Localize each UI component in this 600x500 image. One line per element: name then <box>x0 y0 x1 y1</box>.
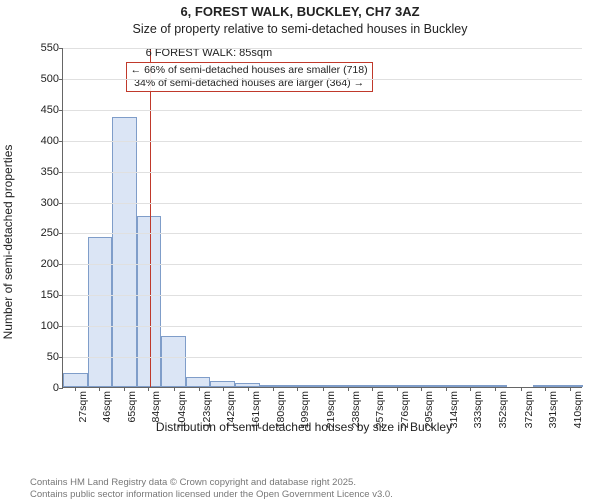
y-axis-label: Number of semi-detached properties <box>1 145 15 340</box>
annotation-line-smaller: ← 66% of semi-detached houses are smalle… <box>131 64 368 77</box>
ytick-label: 350 <box>41 166 63 178</box>
reference-line <box>150 48 151 387</box>
annotation-box: ← 66% of semi-detached houses are smalle… <box>126 62 373 92</box>
xtick-mark <box>372 387 373 391</box>
gridline <box>63 141 582 142</box>
gridline <box>63 326 582 327</box>
ytick-label: 0 <box>53 382 63 394</box>
xtick-mark <box>248 387 249 391</box>
gridline <box>63 264 582 265</box>
xtick-label: 65sqm <box>126 391 138 423</box>
xtick-mark <box>521 387 522 391</box>
gridline <box>63 110 582 111</box>
page-title: 6, FOREST WALK, BUCKLEY, CH7 3AZ <box>0 4 600 21</box>
histogram-bar <box>161 336 186 387</box>
histogram-bar <box>88 237 113 387</box>
xtick-mark <box>199 387 200 391</box>
gridline <box>63 233 582 234</box>
histogram-bar <box>112 117 137 387</box>
xtick-mark <box>75 387 76 391</box>
histogram-bar <box>186 377 211 387</box>
histogram-bar <box>309 385 335 387</box>
histogram-bar <box>63 373 88 387</box>
xtick-mark <box>323 387 324 391</box>
ytick-label: 550 <box>41 42 63 54</box>
xtick-mark <box>397 387 398 391</box>
ytick-label: 200 <box>41 258 63 270</box>
xtick-mark <box>124 387 125 391</box>
gridline <box>63 172 582 173</box>
gridline <box>63 79 582 80</box>
footer-line-1: Contains HM Land Registry data © Crown c… <box>30 477 393 488</box>
ytick-label: 400 <box>41 135 63 147</box>
xtick-label: 84sqm <box>150 391 162 423</box>
footer-attribution: Contains HM Land Registry data © Crown c… <box>30 477 393 500</box>
gridline <box>63 203 582 204</box>
x-axis-label: Distribution of semi-detached houses by … <box>14 420 594 434</box>
ytick-label: 100 <box>41 320 63 332</box>
xtick-mark <box>495 387 496 391</box>
xtick-mark <box>273 387 274 391</box>
bars-layer <box>63 48 582 387</box>
xtick-mark <box>297 387 298 391</box>
gridline <box>63 48 582 49</box>
gridline <box>63 295 582 296</box>
xtick-mark <box>570 387 571 391</box>
ytick-label: 250 <box>41 227 63 239</box>
xtick-label: 27sqm <box>77 391 89 423</box>
plot-area: 6 FOREST WALK: 85sqm ← 66% of semi-detac… <box>62 48 582 388</box>
xtick-mark <box>446 387 447 391</box>
xtick-mark <box>348 387 349 391</box>
footer-line-2: Contains public sector information licen… <box>30 489 393 500</box>
xtick-label: 46sqm <box>101 391 113 423</box>
ytick-label: 300 <box>41 197 63 209</box>
ytick-label: 500 <box>41 73 63 85</box>
ytick-label: 50 <box>47 351 63 363</box>
page-subtitle: Size of property relative to semi-detach… <box>0 21 600 37</box>
ytick-label: 450 <box>41 104 63 116</box>
title-block: 6, FOREST WALK, BUCKLEY, CH7 3AZ Size of… <box>0 0 600 37</box>
gridline <box>63 357 582 358</box>
ytick-label: 150 <box>41 289 63 301</box>
chart: Number of semi-detached properties 6 FOR… <box>14 42 594 442</box>
